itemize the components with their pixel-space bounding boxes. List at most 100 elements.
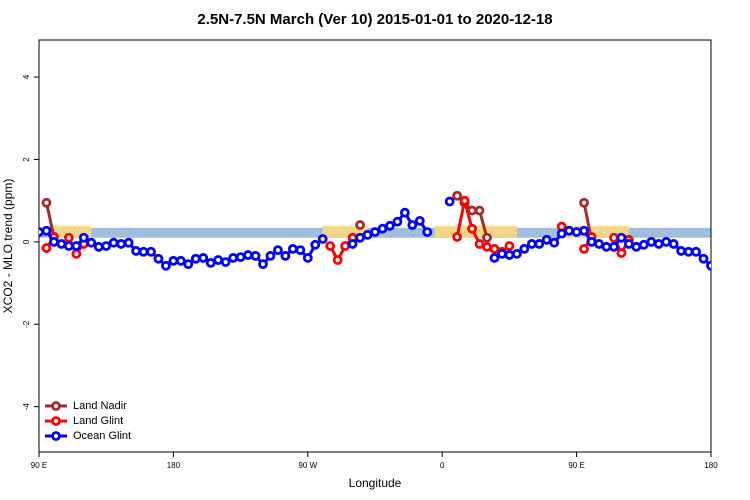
point bbox=[474, 239, 485, 249]
point bbox=[220, 257, 231, 267]
point bbox=[653, 239, 664, 249]
point bbox=[661, 236, 672, 247]
x-tick-label: 0 bbox=[440, 461, 445, 470]
point bbox=[131, 246, 141, 256]
x-tick-label: 180 bbox=[704, 461, 718, 470]
point bbox=[385, 220, 395, 231]
point bbox=[243, 250, 253, 260]
point bbox=[474, 205, 485, 216]
point bbox=[504, 241, 515, 251]
point bbox=[489, 253, 500, 263]
legend-marker bbox=[51, 401, 61, 411]
point bbox=[250, 250, 261, 261]
point bbox=[41, 225, 52, 236]
point bbox=[123, 237, 134, 248]
point bbox=[482, 232, 492, 243]
point bbox=[39, 227, 44, 237]
point bbox=[594, 239, 604, 249]
point bbox=[78, 232, 89, 243]
point bbox=[683, 246, 694, 257]
y-tick-label: 2 bbox=[22, 157, 31, 162]
point bbox=[534, 239, 545, 249]
point bbox=[519, 243, 530, 254]
point bbox=[452, 232, 463, 242]
land-region bbox=[46, 225, 92, 238]
point bbox=[676, 246, 687, 256]
point bbox=[564, 225, 575, 236]
point bbox=[310, 239, 321, 250]
x-axis-label: Longitude bbox=[349, 476, 402, 490]
point bbox=[153, 253, 164, 264]
point bbox=[422, 227, 433, 237]
point bbox=[116, 239, 127, 249]
point bbox=[56, 239, 67, 249]
point bbox=[623, 239, 634, 249]
point bbox=[377, 223, 388, 234]
point bbox=[317, 234, 328, 244]
point bbox=[63, 241, 74, 251]
point bbox=[93, 241, 104, 252]
point bbox=[638, 239, 649, 250]
point bbox=[295, 245, 306, 256]
point bbox=[235, 252, 246, 263]
point bbox=[183, 259, 194, 270]
point bbox=[526, 239, 537, 249]
point bbox=[198, 253, 209, 263]
point bbox=[392, 216, 403, 227]
point bbox=[586, 236, 597, 247]
point bbox=[482, 241, 492, 252]
point bbox=[362, 229, 373, 240]
point bbox=[287, 243, 298, 254]
y-tick-label: -4 bbox=[22, 403, 31, 411]
plot-frame bbox=[38, 39, 712, 453]
point bbox=[616, 248, 627, 258]
point bbox=[340, 241, 351, 251]
point bbox=[556, 228, 567, 239]
point bbox=[549, 237, 560, 248]
point bbox=[609, 241, 619, 252]
y-tick-label: -2 bbox=[22, 320, 31, 328]
point bbox=[108, 237, 119, 248]
point bbox=[370, 227, 380, 237]
point bbox=[71, 241, 82, 251]
point bbox=[467, 223, 477, 234]
x-tick-label: 90 W bbox=[298, 461, 317, 470]
land-region bbox=[561, 225, 629, 238]
point bbox=[444, 196, 455, 207]
point bbox=[41, 243, 52, 253]
point bbox=[41, 197, 52, 208]
point bbox=[601, 241, 612, 252]
point bbox=[579, 197, 589, 208]
point bbox=[213, 255, 224, 265]
point bbox=[646, 236, 657, 247]
point bbox=[616, 232, 627, 243]
point bbox=[668, 239, 679, 249]
point bbox=[175, 255, 186, 266]
legend-label: Ocean Glint bbox=[73, 430, 131, 442]
point bbox=[497, 248, 507, 259]
point bbox=[459, 195, 470, 206]
legend-label: Land Nadir bbox=[73, 400, 127, 412]
point bbox=[452, 190, 463, 201]
point bbox=[258, 259, 268, 270]
y-axis-label: XCO2 - MLO trend (ppm) bbox=[1, 179, 15, 314]
point bbox=[168, 255, 179, 266]
point bbox=[63, 232, 74, 243]
legend-label: Land Glint bbox=[73, 415, 123, 427]
point bbox=[86, 237, 97, 248]
plot-area bbox=[39, 190, 711, 271]
chart-title: 2.5N-7.5N March (Ver 10) 2015-01-01 to 2… bbox=[197, 11, 552, 28]
point bbox=[407, 220, 418, 230]
point bbox=[265, 250, 276, 261]
point bbox=[698, 253, 709, 264]
point bbox=[631, 241, 642, 252]
x-tick-label: 90 E bbox=[31, 461, 47, 470]
point bbox=[161, 260, 171, 271]
point bbox=[280, 250, 291, 261]
y-tick-label: 0 bbox=[22, 239, 31, 244]
point bbox=[541, 234, 552, 245]
land-region bbox=[322, 225, 368, 238]
point bbox=[489, 243, 500, 254]
point bbox=[504, 250, 515, 260]
